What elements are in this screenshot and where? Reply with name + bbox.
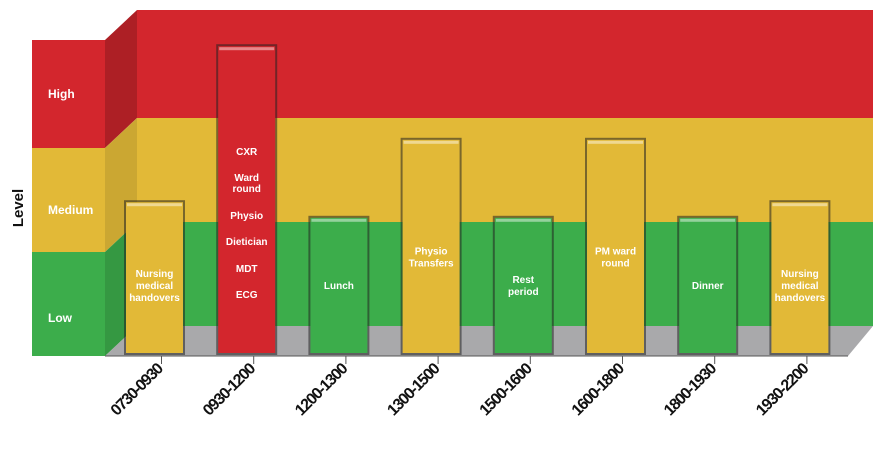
bar-highlight xyxy=(403,140,459,144)
bar-highlight xyxy=(772,203,828,207)
side-wall-high xyxy=(105,10,137,148)
level-label-high: High xyxy=(48,87,75,101)
bar-label: period xyxy=(508,287,539,298)
bar-label: Lunch xyxy=(324,281,354,292)
x-tick-label: 0930-1200 xyxy=(200,360,259,419)
bar-highlight xyxy=(680,218,736,222)
bar-label: Rest xyxy=(512,275,534,286)
bar-label: Transfers xyxy=(409,258,454,269)
x-tick-label: 1600-1800 xyxy=(569,360,628,419)
bar-label: Nursing xyxy=(136,269,174,280)
bar-label: round xyxy=(601,258,629,269)
bar-rect xyxy=(402,139,460,353)
bar-rect xyxy=(218,46,276,353)
legend-low xyxy=(32,252,105,356)
bar-label: Physio xyxy=(415,246,448,257)
bar-1200-1300: Lunch xyxy=(308,215,370,355)
legend-high xyxy=(32,40,105,148)
bar-label: Dietician xyxy=(226,237,268,248)
bar-label: medical xyxy=(781,281,818,292)
bar-label: Ward xyxy=(234,173,259,184)
x-tick-label: 1800-1930 xyxy=(661,360,720,419)
bar-rect xyxy=(679,217,737,353)
bar-label: handovers xyxy=(775,293,826,304)
y-axis-title: Level xyxy=(10,189,27,227)
bar-highlight xyxy=(127,203,182,207)
legend-medium xyxy=(32,148,105,252)
x-tick-label: 1930-2200 xyxy=(753,360,812,419)
bar-label: handovers xyxy=(129,293,180,304)
bars-group: NursingmedicalhandoversCXRWardroundPhysi… xyxy=(124,44,831,355)
level-label-medium: Medium xyxy=(48,203,93,217)
bar-highlight xyxy=(219,47,275,51)
bar-rect xyxy=(126,202,183,353)
x-tick-label: 1300-1500 xyxy=(384,360,443,419)
x-tick-label: 0730-0930 xyxy=(108,360,167,419)
bar-label: round xyxy=(233,184,261,195)
bar-rect xyxy=(310,217,368,353)
bar-rect xyxy=(771,202,829,353)
x-axis: 0730-0930 0930-1200 1200-1300 1300-1500 1500… xyxy=(105,355,848,419)
bar-label: CXR xyxy=(236,147,258,158)
bar-rect xyxy=(587,139,644,353)
bar-label: MDT xyxy=(236,264,258,275)
bar-label: ECG xyxy=(236,290,258,301)
level-label-low: Low xyxy=(48,311,73,325)
bar-label: PM ward xyxy=(595,246,636,257)
bar-label: Nursing xyxy=(781,269,819,280)
bar-rect xyxy=(494,217,552,353)
bar-label: medical xyxy=(136,281,173,292)
x-tick-label: 1200-1300 xyxy=(292,360,351,419)
bar-highlight xyxy=(588,140,643,144)
bar-1800-1930: Dinner xyxy=(677,215,739,355)
bar-label: Dinner xyxy=(692,281,724,292)
bar-highlight xyxy=(495,218,551,222)
x-tick-label: 1500-1600 xyxy=(477,360,536,419)
bar-highlight xyxy=(311,218,367,222)
bar-label: Physio xyxy=(230,211,263,222)
